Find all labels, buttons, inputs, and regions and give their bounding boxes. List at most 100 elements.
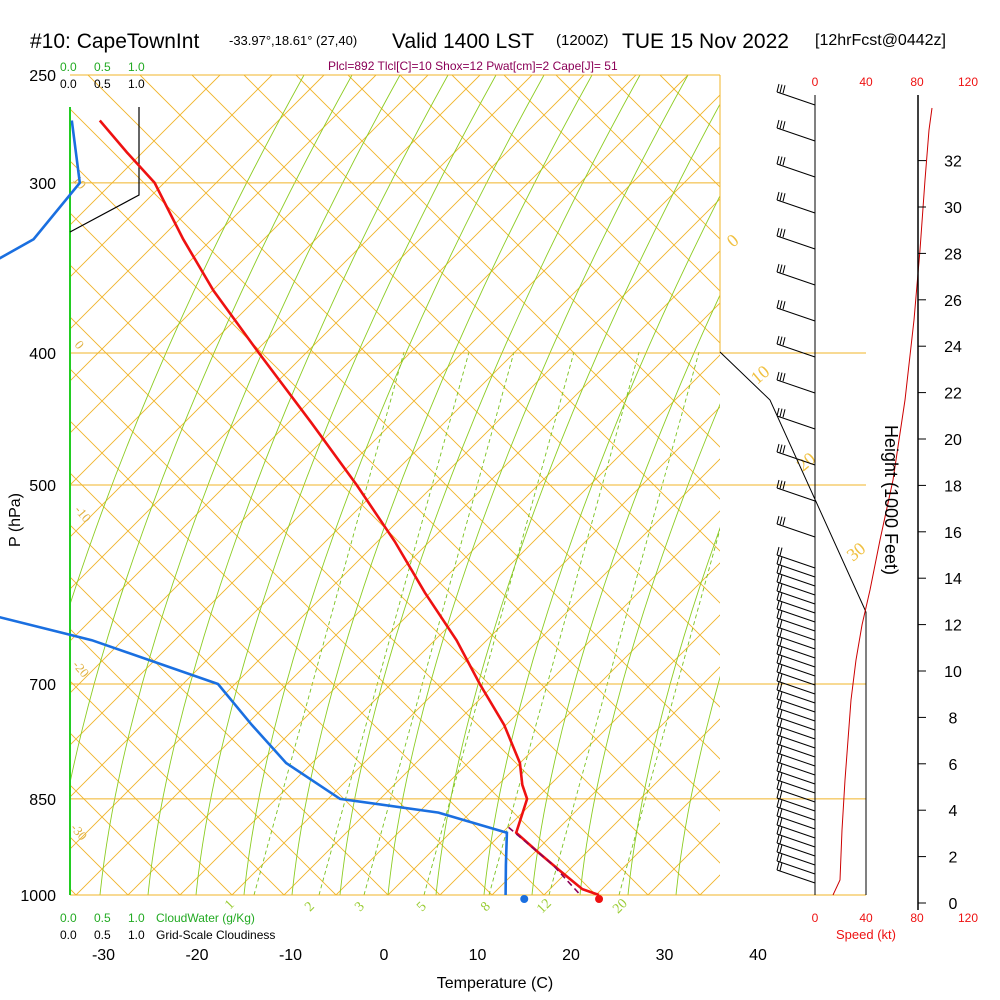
svg-text:0.5: 0.5 [94,928,111,942]
isotherm [451,75,720,344]
moist-adiabat [675,675,720,895]
wind-barb [776,263,816,286]
wind-barb [776,573,816,596]
wind-barb-staff [776,689,816,704]
wind-barb-flag [779,691,783,700]
wind-barb-flag [776,753,780,763]
wind-barb [776,798,816,821]
forecast-info: [12hrFcst@0442z] [815,32,946,49]
wind-barb [776,654,816,677]
wind-barb-staff [776,815,816,830]
wind-barb-flag [779,120,783,129]
height-tick-0: 0 [949,896,958,913]
wind-barb-staff [776,734,816,749]
wind-barb-flag [779,835,783,844]
wind-barb [776,771,816,794]
speed-tick: 120 [958,911,978,925]
height-tick-22: 22 [944,386,962,403]
wind-barbs [776,83,816,884]
wind-barb-staff [776,653,816,668]
wind-barb-flag [776,479,780,489]
wind-barb-staff [776,842,816,857]
wind-barb [776,762,816,785]
wind-barb-staff [776,860,816,875]
temp-tick--30: -30 [92,947,115,964]
wind-barb-flag [779,763,783,772]
wind-barb-flag [776,564,780,574]
height-tick-20: 20 [944,432,962,449]
wind-barb-staff [776,127,816,142]
wind-barb-flag [779,727,783,736]
wind-barb-flag [776,299,780,309]
pressure-tick-300: 300 [29,176,56,193]
wind-barb-flag [776,780,780,790]
station-title: #10: CapeTownInt [30,30,199,53]
dry-adiabat [856,75,1000,895]
isotherm [555,75,720,240]
moist-adiabat [435,103,720,895]
wind-barb [776,119,816,142]
moist-adiabat [483,195,720,895]
dry-adiabat [70,75,221,226]
wind-barb-flag [779,673,783,682]
moist-adiabat [70,75,353,786]
wind-barb-flag [779,646,783,655]
temp-tick-10: 10 [469,947,487,964]
wind-barb-flag [776,834,780,844]
wind-barb-flag [776,582,780,592]
wind-barb-flag [779,754,783,763]
pressure-tick-400: 400 [29,346,56,363]
wind-barb-staff [776,581,816,596]
dry-adiabat-label: 30 [843,538,870,565]
temp-tick-0: 0 [380,947,389,964]
wind-barb-flag [779,156,783,165]
height-tick-18: 18 [944,478,962,495]
wind-barb-flag [779,480,783,489]
wind-barb-staff [776,779,816,794]
wind-barb-flag [776,573,780,583]
dry-adiabat [387,562,720,895]
wind-barb-flag [779,592,783,601]
trace-parcel [508,826,581,896]
wind-barb-flag [779,736,783,745]
mixing-ratio-label: 2 [302,899,318,915]
wind-barb [776,83,816,106]
dry-adiabat [70,75,377,382]
wind-barb [776,753,816,776]
wind-barb-flag [782,229,786,238]
wind-barb-flag [782,409,786,418]
wind-barb-flag [779,300,783,309]
wind-barb [776,843,816,866]
wind-barb-flag [776,443,780,453]
height-tick-8: 8 [949,710,958,727]
moist-adiabat [147,75,449,895]
speed-tick: 120 [958,75,978,89]
wind-barb-staff [776,487,816,502]
mixing-ratio-line [548,351,700,895]
wind-barb-staff [776,608,816,623]
wind-barb-staff [776,415,816,430]
wind-barb-staff [776,824,816,839]
wind-barb-flag [779,655,783,664]
mixing-ratio-line [253,351,405,895]
wind-barb-staff [776,698,816,713]
wind-barb-flag [779,664,783,673]
mixing-ratio-label: 12 [534,896,555,917]
wind-barb-flag [776,407,780,417]
mixing-ratio-label: 8 [478,899,494,915]
wind-barb-staff [776,307,816,322]
mixing-ratio-label: 5 [414,899,430,915]
isotherm [70,680,285,895]
wind-barb [776,780,816,803]
dry-adiabat-label: 0 [723,230,743,251]
wind-barb-flag [776,83,780,93]
wind-barb-flag [782,157,786,166]
wind-barb-flag [779,628,783,637]
dry-adiabat [70,75,429,434]
dry-adiabat-label: 10 [747,361,774,388]
moist-adiabat [291,75,593,895]
wind-barb-staff [776,806,816,821]
wind-barb-flag [776,816,780,826]
